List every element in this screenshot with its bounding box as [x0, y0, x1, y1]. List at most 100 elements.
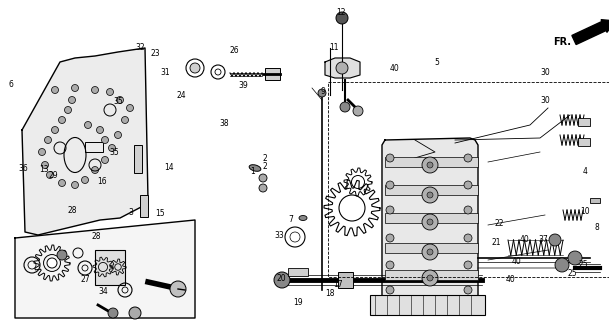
Bar [134, 145, 142, 173]
Text: 3: 3 [128, 208, 133, 217]
Text: 40: 40 [512, 257, 521, 266]
Circle shape [549, 234, 561, 246]
Text: 17: 17 [333, 280, 343, 289]
Circle shape [274, 272, 290, 288]
Circle shape [422, 244, 438, 260]
Bar [288, 268, 308, 276]
Text: 20: 20 [276, 274, 286, 283]
Text: 35: 35 [114, 97, 124, 106]
Text: 39: 39 [239, 81, 248, 90]
Text: 11: 11 [329, 43, 339, 52]
Circle shape [57, 250, 67, 260]
Circle shape [386, 234, 394, 242]
Circle shape [259, 184, 267, 192]
Text: 21: 21 [491, 238, 501, 247]
Circle shape [122, 116, 128, 124]
Text: 32: 32 [135, 43, 145, 52]
Circle shape [58, 180, 66, 187]
Circle shape [353, 106, 363, 116]
Bar [385, 270, 478, 280]
Text: 2: 2 [262, 162, 267, 171]
Circle shape [464, 261, 472, 269]
Text: 23: 23 [150, 49, 160, 58]
Bar [265, 68, 280, 80]
Bar [140, 195, 148, 217]
Circle shape [464, 286, 472, 294]
Circle shape [336, 12, 348, 24]
Bar [385, 185, 478, 195]
Text: 35: 35 [110, 148, 119, 157]
Text: 16: 16 [97, 177, 107, 186]
Ellipse shape [249, 165, 261, 171]
Circle shape [68, 97, 76, 103]
Polygon shape [325, 58, 360, 78]
Circle shape [82, 177, 88, 183]
Text: 1: 1 [250, 167, 255, 176]
Circle shape [427, 249, 433, 255]
Circle shape [44, 137, 52, 143]
Bar [370, 295, 485, 315]
Text: 30: 30 [540, 96, 550, 105]
Text: 38: 38 [219, 119, 229, 128]
Text: 19: 19 [294, 298, 303, 307]
Circle shape [386, 181, 394, 189]
Circle shape [116, 97, 124, 103]
Circle shape [114, 132, 122, 139]
Circle shape [318, 89, 326, 97]
Text: 40: 40 [505, 275, 515, 284]
Text: 6: 6 [9, 80, 13, 89]
Circle shape [422, 270, 438, 286]
Text: 25: 25 [579, 260, 588, 269]
Circle shape [91, 166, 99, 173]
Circle shape [422, 214, 438, 230]
Text: 31: 31 [161, 68, 171, 77]
Bar [578, 118, 590, 126]
Text: 36: 36 [18, 164, 28, 173]
Text: 7: 7 [289, 215, 294, 224]
Circle shape [102, 156, 108, 164]
Text: 12: 12 [336, 8, 346, 17]
Circle shape [336, 62, 348, 74]
Circle shape [386, 261, 394, 269]
Text: 15: 15 [155, 209, 164, 218]
Text: 8: 8 [594, 223, 599, 232]
Circle shape [58, 116, 66, 124]
Circle shape [422, 187, 438, 203]
Circle shape [91, 86, 99, 93]
Circle shape [107, 89, 113, 95]
Bar [338, 272, 353, 288]
Circle shape [129, 307, 141, 319]
Text: 9: 9 [320, 87, 325, 96]
Circle shape [46, 172, 54, 179]
Text: 13: 13 [40, 165, 49, 174]
Polygon shape [382, 138, 478, 302]
Circle shape [464, 206, 472, 214]
Text: 14: 14 [164, 164, 174, 172]
Bar [590, 198, 600, 203]
Text: 26: 26 [230, 46, 239, 55]
Text: 24: 24 [177, 91, 186, 100]
Text: 27: 27 [80, 276, 90, 284]
Polygon shape [22, 48, 148, 235]
Circle shape [85, 122, 91, 129]
Circle shape [38, 148, 46, 156]
Circle shape [108, 145, 116, 151]
Bar [578, 138, 590, 146]
Circle shape [464, 181, 472, 189]
Text: 28: 28 [91, 232, 101, 241]
Circle shape [568, 251, 582, 265]
Ellipse shape [299, 215, 307, 220]
Bar [85, 142, 103, 152]
Bar [328, 82, 609, 277]
Circle shape [259, 174, 267, 182]
Text: 25: 25 [568, 269, 577, 278]
Circle shape [52, 86, 58, 93]
Text: FR.: FR. [553, 37, 571, 47]
Circle shape [127, 105, 133, 111]
Circle shape [340, 102, 350, 112]
Text: 30: 30 [540, 68, 550, 77]
Circle shape [71, 84, 79, 92]
Text: 29: 29 [49, 171, 58, 180]
Circle shape [102, 137, 108, 143]
Circle shape [427, 192, 433, 198]
